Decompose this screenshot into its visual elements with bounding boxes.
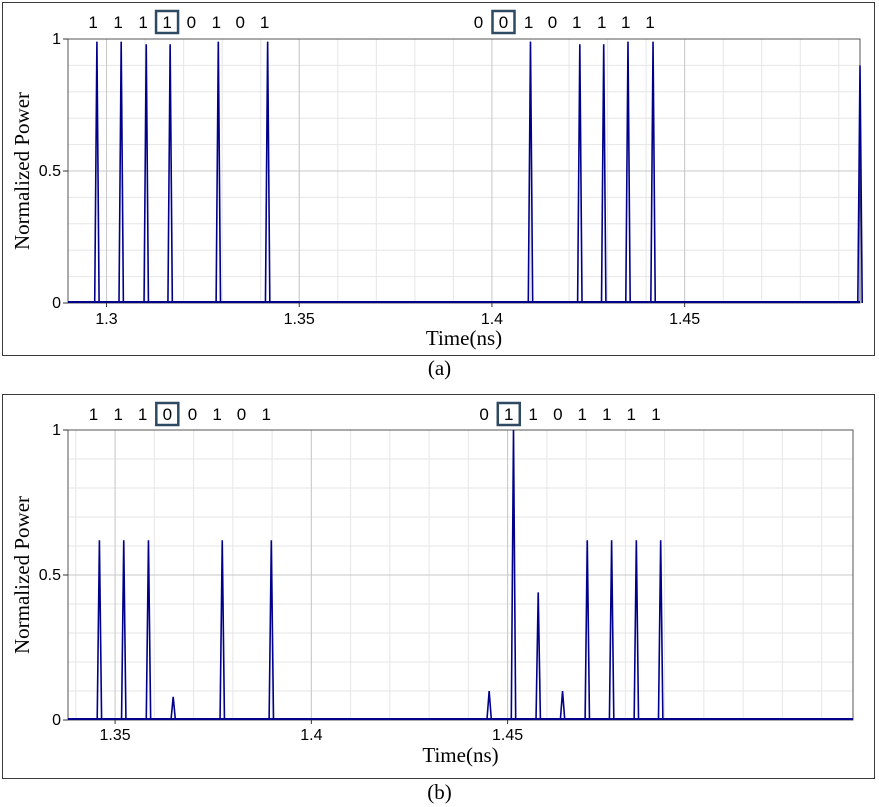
chart-a-pulse-2 [143,44,150,304]
chart-b-bit-label: 1 [114,405,123,424]
chart-a-bit-box [491,9,516,35]
chart-b-bit-label: 1 [528,405,537,424]
chart-b-ytick-label: 0 [52,712,61,729]
chart-a-xtick-label: 1.45 [669,311,700,328]
chart-a-pulse-4 [215,41,222,304]
chart-b-bit-label: 1 [627,405,636,424]
chart-b-bit-label: 0 [553,405,562,424]
chart-b-bit-label: 1 [89,405,98,424]
chart-panel-a: 0 0.5 1 1.3 1.35 1.4 1.45 Time(ns) Normalized Po… [2,2,875,356]
chart-b-pulse-9 [559,690,566,721]
chart-a-bit-label: 1 [572,13,581,32]
chart-b-bit-label: 1 [138,405,147,424]
chart-a-bit-label: 1 [162,13,171,32]
chart-a-pulse-3 [167,44,174,304]
chart-b-bit-label: 1 [212,405,221,424]
caption-a: (a) [427,356,452,380]
chart-a-bit-label: 0 [187,13,196,32]
chart-b-ytick-label: 1 [52,422,61,439]
chart-b-pulse-10 [584,540,591,721]
chart-b-bit-label: 1 [504,405,513,424]
chart-b-pulse-8 [535,592,542,721]
chart-a-pulse-6 [527,41,534,304]
chart-b-grid [68,429,853,721]
chart-b-bit-label: 1 [577,405,586,424]
chart-b-pulse-11 [608,540,615,721]
chart-a-bit-label: 1 [260,13,269,32]
chart-b-bit-label: 1 [602,405,611,424]
chart-a-ytick-label: 1 [52,31,61,48]
chart-a-pulse-1 [118,41,125,304]
chart-a-bit-label: 1 [597,13,606,32]
chart-a-bit-label: 0 [548,13,557,32]
chart-b-ytick-label: 0.5 [39,567,61,584]
chart-a-bit-label: 0 [499,13,508,32]
chart-a-bit-label: 1 [621,13,630,32]
chart-b-bit-box [496,401,522,427]
chart-a-ytick-label: 0 [52,295,61,312]
chart-a-pulse-9 [624,41,631,304]
chart-b-pulse-4 [219,540,226,721]
chart-b-pulse-7 [510,429,517,721]
chart-b-bit-label: 0 [237,405,246,424]
chart-b-bit-label: 1 [651,405,660,424]
chart-b-pulse-12 [633,540,640,721]
chart-a-y-axis-label: Normalized Power [10,92,34,250]
chart-b-bit-box [155,401,180,427]
chart-b-xtick-label: 1.4 [300,727,322,744]
chart-a-pulse-10 [650,41,657,304]
chart-a-pulse-8 [600,44,607,304]
chart-b-pulse-6 [486,690,493,721]
chart-a-bit-label: 1 [645,13,654,32]
chart-b-bit-label: 1 [261,405,270,424]
chart-a-bit-label: 0 [474,13,483,32]
chart-a-grid [67,38,860,304]
chart-a-bit-label: 0 [236,13,245,32]
chart-b-pulse-2 [145,540,152,721]
chart-b-bit-label: 0 [188,405,197,424]
chart-b-pulse-13 [657,540,664,721]
chart-a-pulse-5 [264,41,271,304]
chart-a-xtick-label: 1.35 [284,311,315,328]
chart-a-pulse-7 [576,44,583,304]
chart-a-bit-box [154,9,180,35]
chart-a-bit-label: 1 [138,13,147,32]
chart-a-bit-label: 1 [113,13,122,32]
chart-a-bit-label: 1 [212,13,221,32]
chart-b-xtick-label: 1.35 [100,727,131,744]
chart-panel-b: 0 0.5 1 1.35 1.4 1.45 Time(ns) Normalized Power… [2,394,875,779]
chart-a-pulse-0 [93,41,100,304]
chart-a-bit-label: 1 [524,13,533,32]
chart-b-pulse-5 [268,540,275,721]
chart-a-pulse-11 [857,65,863,304]
chart-a-xtick-label: 1.4 [481,311,503,328]
chart-a-bit-label: 1 [88,13,97,32]
chart-b-xtick-label: 1.45 [492,727,523,744]
caption-b: (b) [427,780,452,804]
chart-b-bit-label: 0 [163,405,172,424]
chart-b-bit-label: 0 [479,405,488,424]
chart-b-y-axis-label: Normalized Power [10,496,34,654]
chart-a-xtick-label: 1.3 [95,311,117,328]
chart-b-pulse-1 [120,540,127,721]
chart-b-pulse-3 [170,696,177,721]
chart-b-pulse-0 [96,540,103,721]
chart-a-x-axis-label: Time(ns) [426,326,502,350]
chart-b-x-axis-label: Time(ns) [422,743,498,767]
chart-a-ytick-label: 0.5 [39,163,61,180]
chart-a-svg: 0 0.5 1 1.3 1.35 1.4 1.45 Time(ns) Normalized Po… [10,9,863,350]
